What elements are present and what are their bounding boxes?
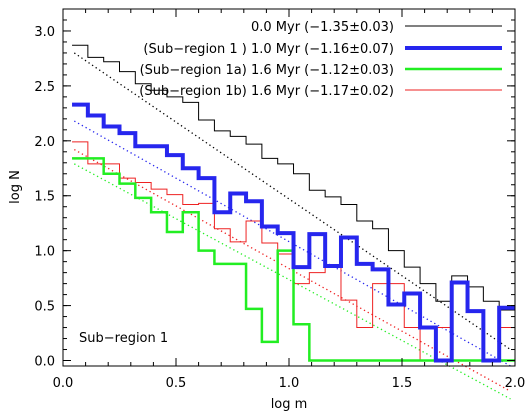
y-tick-label: 1.0: [34, 245, 55, 260]
series-2-histogram: [72, 102, 515, 363]
legend-label-4: (Sub−region 1b) 1.6 Myr (−1.17±0.02): [139, 84, 394, 99]
y-tick-label: 1.5: [34, 190, 55, 205]
fit-line-1: [73, 52, 511, 351]
x-tick-label: 0.5: [166, 376, 187, 391]
sub-region-annotation: Sub−region 1: [79, 331, 168, 346]
x-axis-label: log m: [271, 397, 308, 412]
y-tick-label: 0.5: [34, 300, 55, 315]
series-1-histogram: [72, 44, 515, 311]
legend-label-1: 0.0 Myr (−1.35±0.03): [251, 20, 394, 35]
x-tick-label: 0.0: [53, 376, 74, 391]
x-tick-label: 2.0: [505, 376, 526, 391]
plot-area: [72, 44, 515, 400]
series-3-histogram: [72, 157, 515, 362]
y-tick-label: 3.0: [34, 25, 55, 40]
axes: 0.0 0.5 1.0 1.5 2.0 0.0 0.5 1.0 1.5 2.0 2.5 3.0: [34, 8, 526, 391]
y-tick-label: 0.0: [34, 355, 55, 370]
y-tick-label: 2.0: [34, 135, 55, 150]
x-tick-label: 1.5: [392, 376, 413, 391]
legend-label-2: (Sub−region 1 ) 1.0 Myr (−1.16±0.07): [143, 42, 394, 57]
legend-label-3: (Sub−region 1a) 1.6 Myr (−1.12±0.03): [140, 63, 394, 78]
y-axis-label: log N: [8, 170, 23, 204]
legend: 0.0 Myr (−1.35±0.03) (Sub−region 1 ) 1.0 …: [139, 20, 502, 99]
y-tick-label: 2.5: [34, 80, 55, 95]
x-tick-label: 1.0: [279, 376, 300, 391]
